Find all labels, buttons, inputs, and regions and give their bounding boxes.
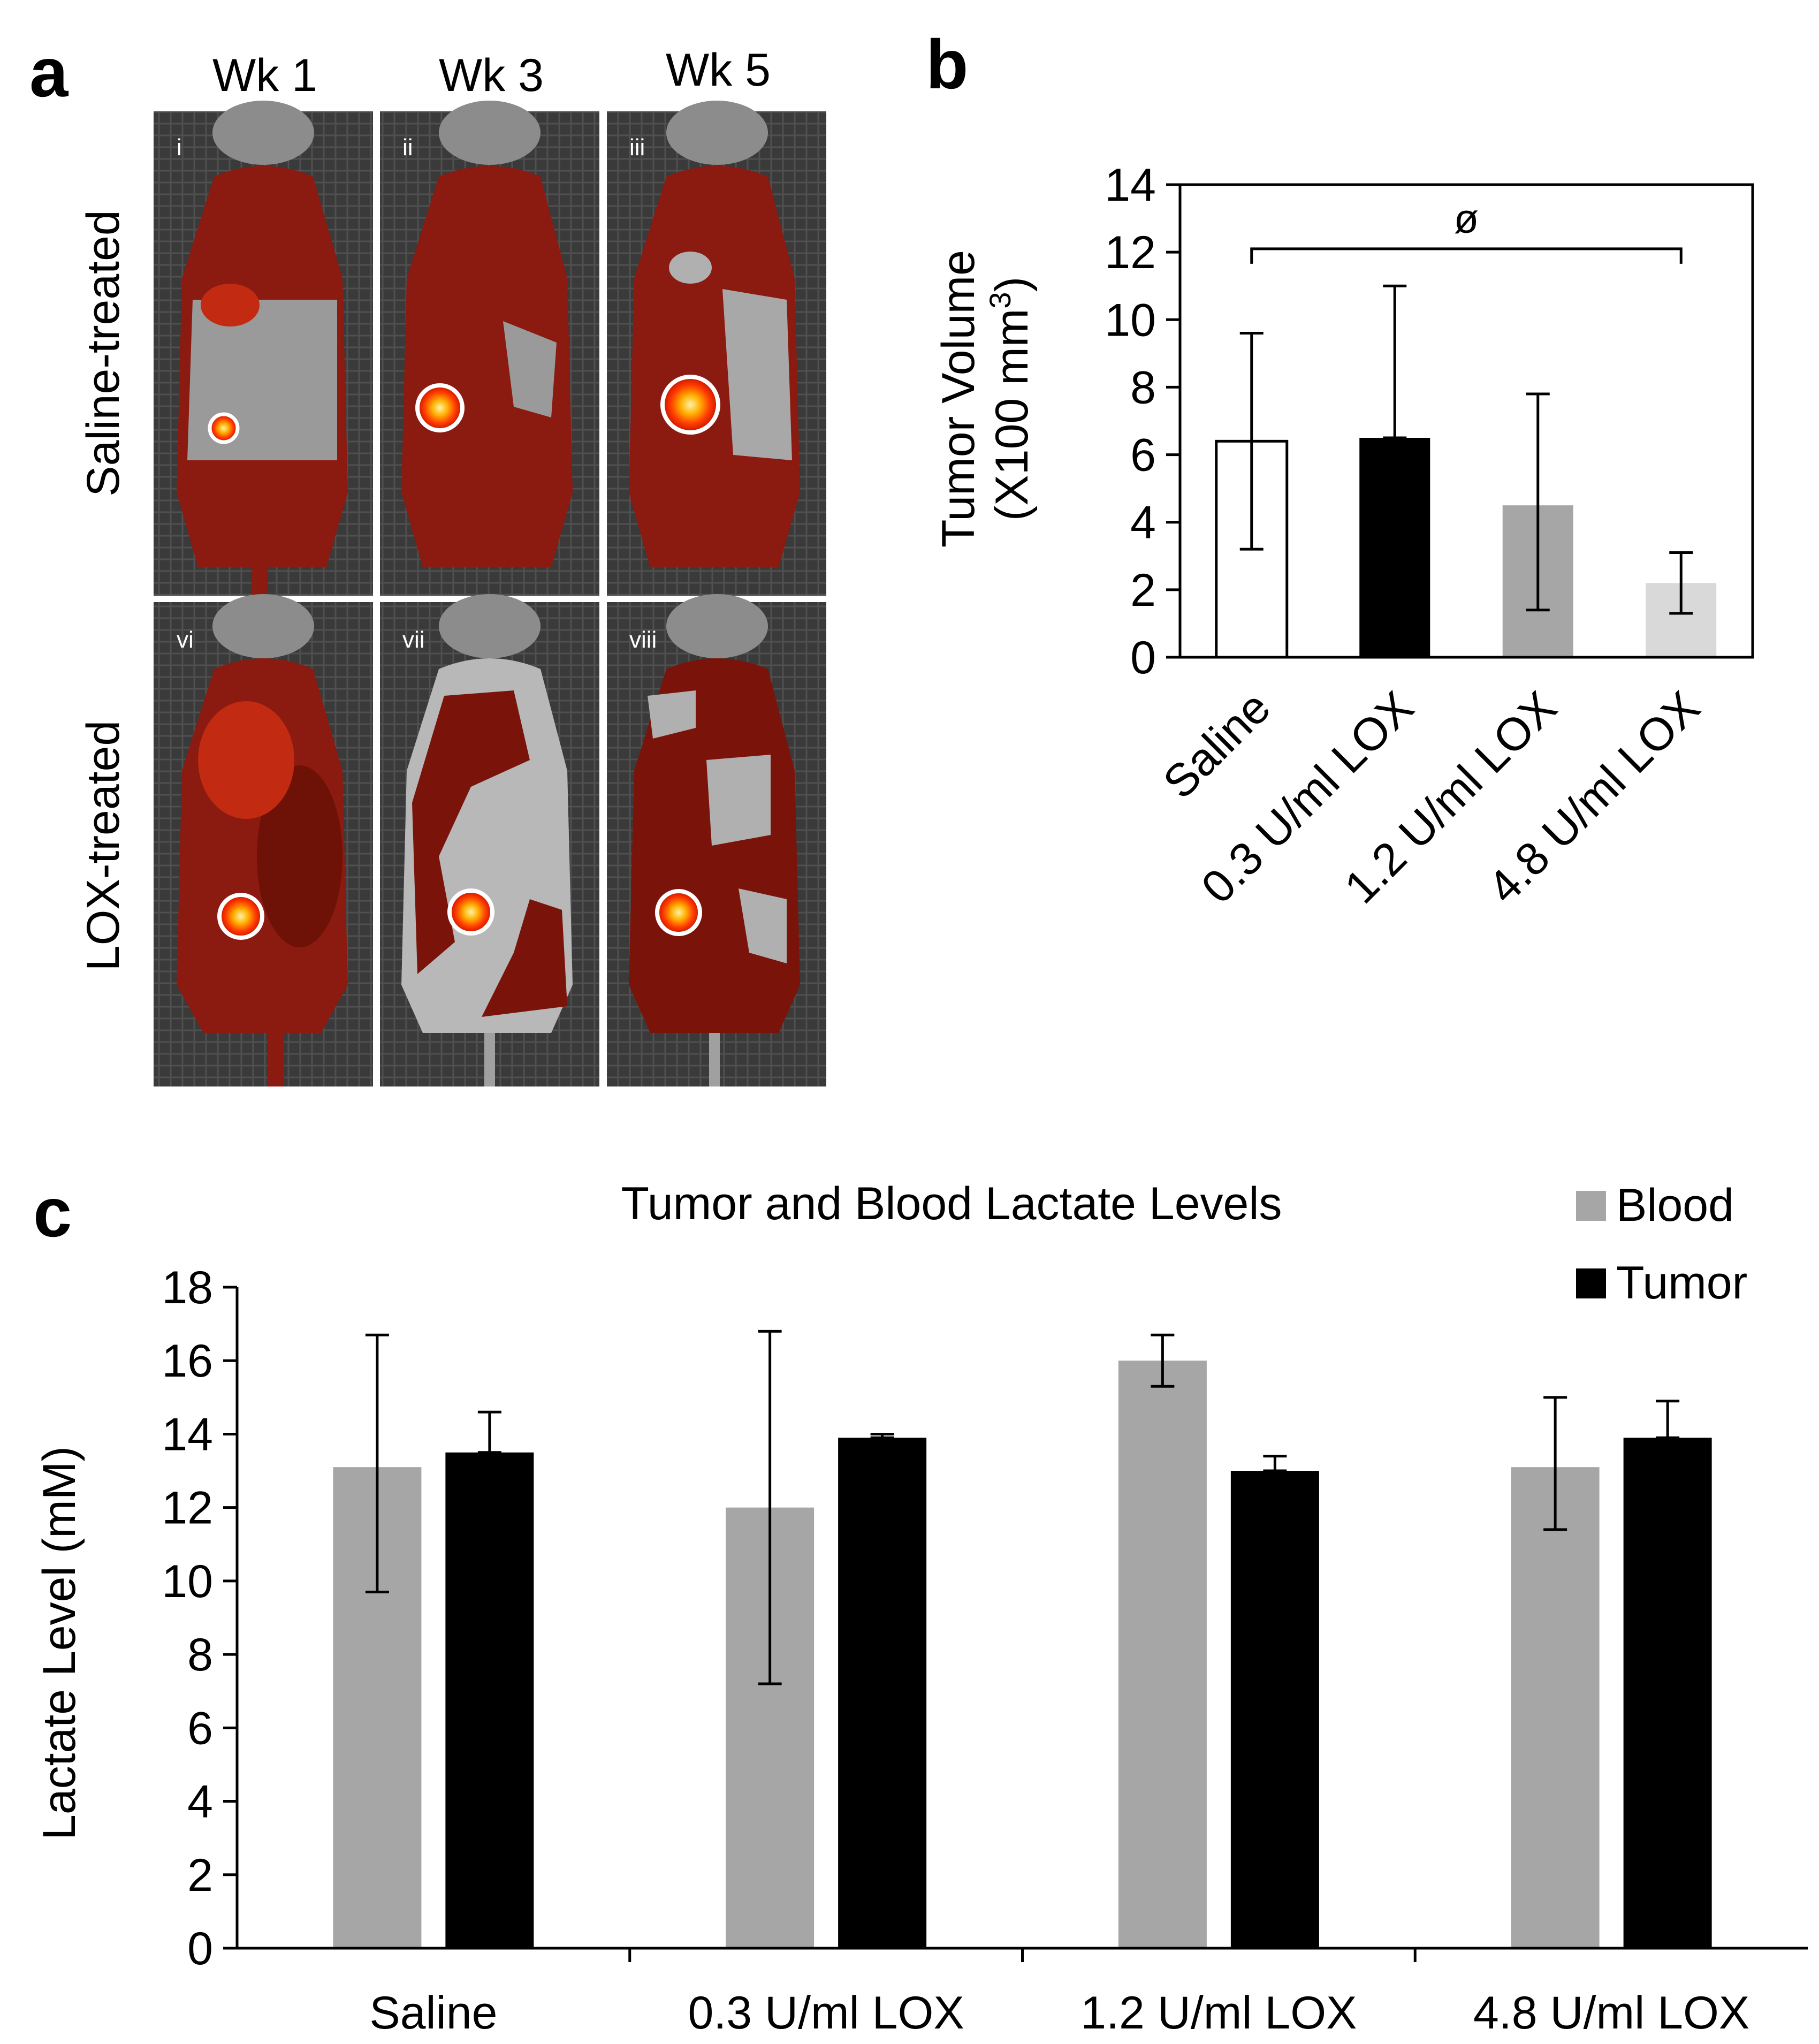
bars bbox=[333, 1361, 1712, 1948]
lactate-chart: c Tumor and Blood Lactate Levels Lactate… bbox=[33, 1173, 1808, 2039]
image-label-ii: ii bbox=[402, 134, 413, 161]
x-tick-label-saline: Saline bbox=[1153, 682, 1280, 809]
y-tick-label: 8 bbox=[1130, 362, 1156, 413]
chart-title: Tumor and Blood Lactate Levels bbox=[621, 1178, 1282, 1229]
mouse-image-vi: vi bbox=[154, 594, 373, 1086]
plot-frame bbox=[1178, 183, 1754, 659]
axes bbox=[235, 1287, 1808, 1962]
x-tick-label-saline: Saline bbox=[369, 1987, 497, 2039]
y-tick-label: 12 bbox=[1105, 227, 1156, 278]
mouse-image-vii: vii bbox=[380, 594, 599, 1086]
y-tick-label: 10 bbox=[1105, 294, 1156, 346]
y-axis-label: Lactate Level (mM) bbox=[34, 1446, 85, 1840]
column-label-wk1: Wk 1 bbox=[212, 50, 317, 101]
panel-c-letter: c bbox=[33, 1173, 72, 1251]
legend-label-blood: Blood bbox=[1616, 1180, 1734, 1231]
image-label-viii: viii bbox=[629, 627, 657, 653]
bar-0-3-u-ml-lox bbox=[1359, 438, 1430, 657]
bar-blood-4-8-u-ml-lox bbox=[1511, 1467, 1600, 1948]
bars bbox=[1215, 438, 1717, 659]
bar-tumor-4-8-u-ml-lox bbox=[1623, 1438, 1712, 1948]
y-axis-label: Tumor Volume (X100 mm3) bbox=[933, 250, 1038, 548]
y-tick-label: 8 bbox=[187, 1629, 213, 1681]
y-axis-label-line2: (X100 mm3) bbox=[983, 277, 1038, 521]
image-label-vii: vii bbox=[402, 627, 425, 653]
legend-swatch-blood bbox=[1576, 1191, 1606, 1221]
legend-label-tumor: Tumor bbox=[1616, 1257, 1747, 1309]
y-axis-ticks: 0 2 4 6 8 10 12 14 bbox=[1105, 159, 1180, 683]
panel-a: a Wk 1 Wk 3 Wk 5 Saline-treated LOX-trea… bbox=[29, 33, 826, 1086]
y-tick-label: 2 bbox=[187, 1850, 213, 1901]
image-label-iii: iii bbox=[629, 134, 645, 161]
legend-swatch-tumor bbox=[1576, 1268, 1606, 1298]
y-tick-label: 0 bbox=[1130, 632, 1156, 683]
y-tick-label: 14 bbox=[162, 1409, 213, 1460]
error-bars bbox=[365, 1329, 1680, 1685]
row-label-saline: Saline-treated bbox=[78, 210, 129, 496]
y-tick-label: 10 bbox=[162, 1556, 213, 1607]
significance-marker: ø bbox=[1454, 196, 1479, 242]
column-label-wk5: Wk 5 bbox=[666, 44, 771, 96]
row-label-lox: LOX-treated bbox=[78, 720, 129, 971]
error-bars bbox=[1239, 284, 1693, 615]
y-tick-label: 6 bbox=[187, 1703, 213, 1754]
x-tick-label-0-3-u-ml-lox: 0.3 U/ml LOX bbox=[688, 1987, 964, 2039]
mouse-image-i: i bbox=[154, 101, 373, 596]
x-tick-label-1-2-u-ml-lox: 1.2 U/ml LOX bbox=[1080, 1987, 1357, 2039]
image-label-i: i bbox=[177, 134, 182, 161]
y-tick-label: 4 bbox=[187, 1776, 213, 1828]
bracket-line bbox=[1250, 247, 1683, 264]
y-tick-label: 4 bbox=[1130, 497, 1156, 549]
bar-tumor-0-3-u-ml-lox bbox=[838, 1438, 927, 1948]
y-axis-ticks: 0 2 4 6 8 10 12 14 16 18 bbox=[162, 1262, 237, 1974]
panel-a-letter: a bbox=[29, 33, 69, 111]
image-label-vi: vi bbox=[177, 627, 194, 653]
legend: Blood Tumor bbox=[1576, 1180, 1747, 1309]
column-label-wk3: Wk 3 bbox=[439, 50, 544, 101]
bar-tumor-1-2-u-ml-lox bbox=[1230, 1471, 1319, 1948]
y-tick-label: 0 bbox=[187, 1923, 213, 1974]
y-tick-label: 2 bbox=[1130, 565, 1156, 616]
bar-blood-1-2-u-ml-lox bbox=[1118, 1361, 1207, 1948]
y-tick-label: 12 bbox=[162, 1483, 213, 1534]
bar-tumor-saline bbox=[445, 1452, 534, 1948]
y-tick-label: 6 bbox=[1130, 430, 1156, 481]
x-axis-tick-labels: Saline 0.3 U/ml LOX 1.2 U/ml LOX 4.8 U/ml L… bbox=[369, 1987, 1749, 2039]
mouse-image-ii: ii bbox=[380, 101, 599, 596]
y-tick-label: 14 bbox=[1105, 159, 1156, 211]
y-axis-label-line1: Tumor Volume bbox=[933, 250, 984, 548]
y-tick-label: 16 bbox=[162, 1335, 213, 1387]
mouse-image-viii: viii bbox=[607, 594, 826, 1086]
y-tick-label: 18 bbox=[162, 1262, 213, 1313]
x-tick-label-4-8-u-ml-lox: 4.8 U/ml LOX bbox=[1473, 1987, 1749, 2039]
panel-b-letter: b bbox=[926, 25, 968, 103]
mouse-image-iii: iii bbox=[607, 101, 826, 596]
significance-bracket: ø bbox=[1250, 196, 1683, 264]
